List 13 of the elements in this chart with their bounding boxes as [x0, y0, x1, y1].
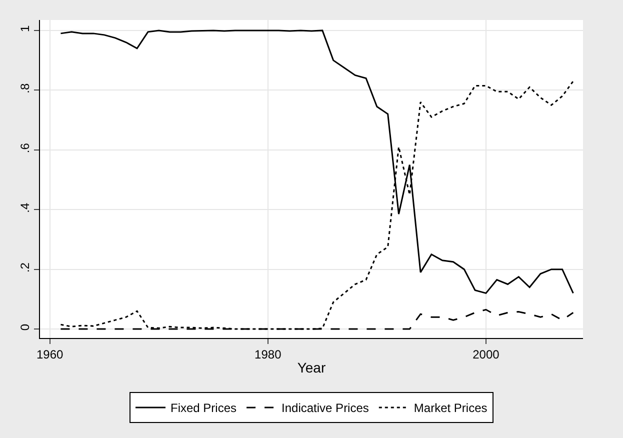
- y-tick-label: 0: [18, 324, 32, 331]
- y-tick-label: .6: [18, 142, 32, 154]
- y-tick-label: .4: [18, 202, 32, 213]
- x-axis-title: Year: [297, 360, 326, 376]
- y-tick-label: .2: [18, 262, 32, 273]
- y-tick-label: 1: [18, 24, 32, 32]
- x-tick-label: 1960: [36, 347, 64, 362]
- y-tick-label: .8: [18, 83, 32, 94]
- x-tick-label: 2000: [472, 347, 500, 362]
- legend-label: Market Prices: [414, 401, 488, 416]
- legend-label: Indicative Prices: [282, 401, 369, 416]
- x-tick-label: 1980: [254, 347, 282, 362]
- legend-label: Fixed Prices: [170, 401, 237, 416]
